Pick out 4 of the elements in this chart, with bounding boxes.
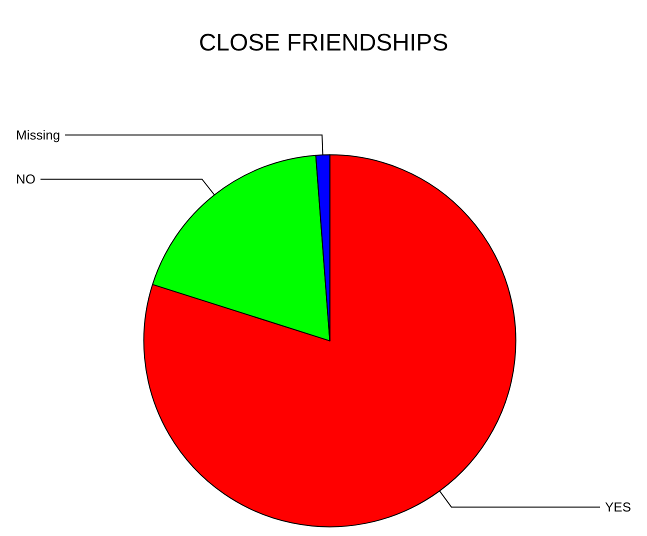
slice-label: Missing (16, 127, 60, 142)
chart-title: CLOSE FRIENDSHIPS (198, 30, 448, 56)
slice-label: YES (604, 500, 632, 515)
slice-label: NO (16, 172, 36, 187)
